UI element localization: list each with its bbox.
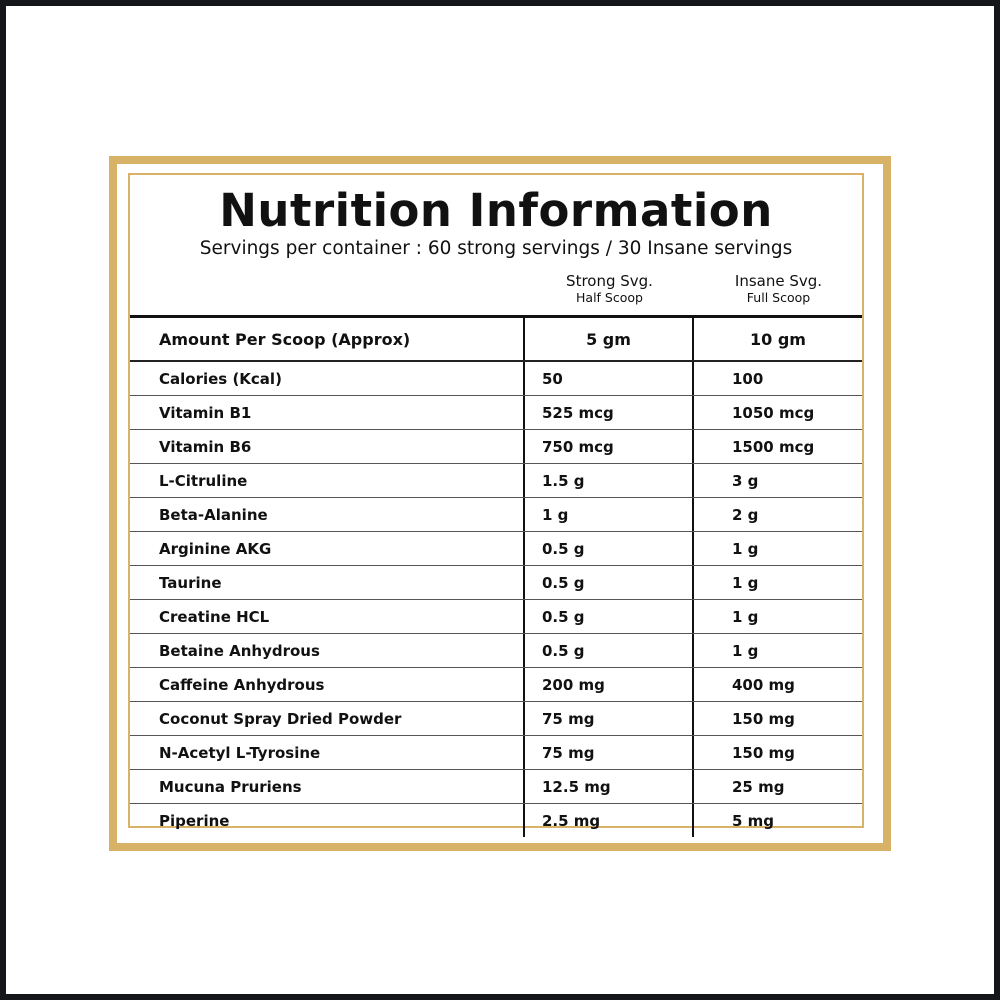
strong-value: 0.5 g <box>523 532 692 565</box>
nutrient-name: Beta-Alanine <box>159 505 268 524</box>
nutrient-name: Mucuna Pruriens <box>159 777 302 796</box>
nutrient-name: Taurine <box>159 573 222 592</box>
table-row: Vitamin B1 525 mcg 1050 mcg <box>130 396 862 430</box>
nutrient-name: Vitamin B6 <box>159 437 252 456</box>
table-row: Calories (Kcal) 50 100 <box>130 362 862 396</box>
gold-border <box>109 156 891 851</box>
table-row: Vitamin B6 750 mcg 1500 mcg <box>130 430 862 464</box>
strong-value: 1.5 g <box>523 464 692 497</box>
strong-value: 0.5 g <box>523 634 692 667</box>
column-label: Strong Svg. <box>566 272 653 290</box>
insane-value: 25 mg <box>692 770 862 803</box>
table-row: Caffeine Anhydrous 200 mg 400 mg <box>130 668 862 702</box>
strong-value: 750 mcg <box>523 430 692 463</box>
strong-value: 2.5 mg <box>523 804 692 837</box>
insane-value: 3 g <box>692 464 862 497</box>
strong-value: 525 mcg <box>523 396 692 429</box>
table-row: N-Acetyl L-Tyrosine 75 mg 150 mg <box>130 736 862 770</box>
insane-value: 150 mg <box>692 702 862 735</box>
nutrient-name: Calories (Kcal) <box>159 369 282 388</box>
strong-value: 75 mg <box>523 702 692 735</box>
strong-value: 12.5 mg <box>523 770 692 803</box>
nutrient-name: N-Acetyl L-Tyrosine <box>159 743 321 762</box>
nutrient-name: Arginine AKG <box>159 539 272 558</box>
strong-value: 0.5 g <box>523 566 692 599</box>
servings-subtitle: Servings per container : 60 strong servi… <box>199 238 793 259</box>
table-row: Mucuna Pruriens 12.5 mg 25 mg <box>130 770 862 804</box>
insane-value: 1 g <box>692 532 862 565</box>
nutrient-name: Coconut Spray Dried Powder <box>159 709 402 728</box>
insane-value: 1 g <box>692 634 862 667</box>
nutrient-name: Betaine Anhydrous <box>159 641 320 660</box>
table-row: Coconut Spray Dried Powder 75 mg 150 mg <box>130 702 862 736</box>
column-sublabel: Full Scoop <box>746 290 811 305</box>
insane-value: 1 g <box>692 600 862 633</box>
insane-value: 1 g <box>692 566 862 599</box>
strong-value: 1 g <box>523 498 692 531</box>
strong-value: 75 mg <box>523 736 692 769</box>
column-header-strong: Strong Svg. Half Scoop <box>525 272 694 305</box>
insane-value: 1050 mcg <box>692 396 862 429</box>
strong-value: 5 gm <box>523 318 692 360</box>
column-sublabel: Half Scoop <box>576 290 643 305</box>
nutrient-name: Piperine <box>159 811 230 830</box>
nutrient-name: Creatine HCL <box>159 607 270 626</box>
strong-value: 50 <box>523 362 692 395</box>
insane-value: 150 mg <box>692 736 862 769</box>
strong-value: 0.5 g <box>523 600 692 633</box>
nutrient-name: L-Citruline <box>159 471 248 490</box>
insane-value: 2 g <box>692 498 862 531</box>
insane-value: 100 <box>692 362 862 395</box>
insane-value: 400 mg <box>692 668 862 701</box>
strong-value: 200 mg <box>523 668 692 701</box>
table-row: Piperine 2.5 mg 5 mg <box>130 804 862 837</box>
insane-value: 1500 mcg <box>692 430 862 463</box>
row-label: Amount Per Scoop (Approx) <box>159 329 411 349</box>
column-header-insane: Insane Svg. Full Scoop <box>694 272 863 305</box>
column-label: Insane Svg. <box>734 272 823 290</box>
nutrition-table: Amount Per Scoop (Approx) 5 gm 10 gm Cal… <box>130 315 862 837</box>
nutrient-name: Vitamin B1 <box>159 403 252 422</box>
insane-value: 10 gm <box>692 318 862 360</box>
gold-inner-border <box>128 173 864 828</box>
page-title: Nutrition Information <box>219 184 773 237</box>
amount-per-scoop-row: Amount Per Scoop (Approx) 5 gm 10 gm <box>130 318 862 362</box>
nutrient-name: Caffeine Anhydrous <box>159 675 325 694</box>
insane-value: 5 mg <box>692 804 862 837</box>
